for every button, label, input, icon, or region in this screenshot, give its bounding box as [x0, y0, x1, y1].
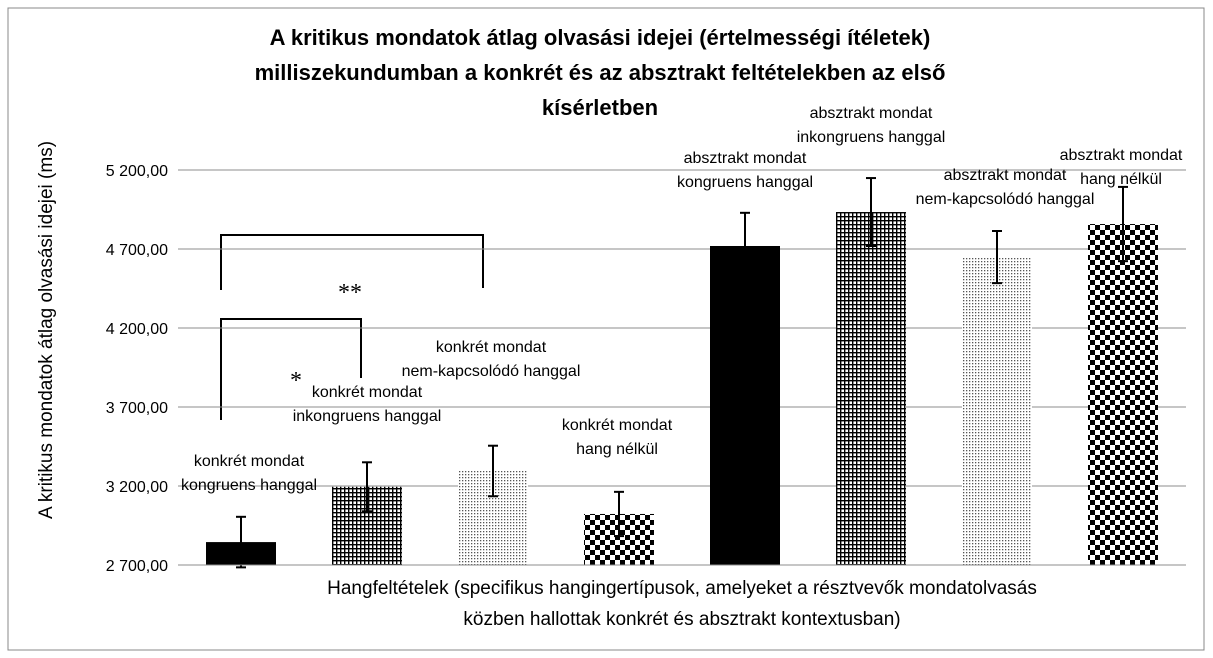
error-bar	[740, 211, 750, 281]
y-tick-label: 4 200,00	[106, 321, 168, 338]
error-bar	[236, 515, 246, 569]
y-tick-label: 3 700,00	[106, 400, 168, 417]
category-label: konkrét mondat kongruens hanggal	[181, 453, 317, 494]
annotation: **	[338, 280, 362, 306]
category-label: absztrakt mondat kongruens hanggal	[677, 150, 813, 191]
error-bar	[1118, 185, 1128, 263]
bracket	[220, 318, 362, 420]
category-label: konkrét mondat nem-kapcsolódó hanggal	[402, 339, 581, 380]
y-tick-label: 2 700,00	[106, 558, 168, 575]
error-bar	[866, 177, 876, 247]
error-bar	[362, 461, 372, 513]
error-bar	[614, 490, 624, 538]
y-tick-label: 3 200,00	[106, 479, 168, 496]
category-label: absztrakt mondat inkongruens hanggal	[797, 105, 946, 146]
category-label: konkrét mondat hang nélkül	[562, 417, 673, 458]
bar	[962, 257, 1032, 565]
category-label: absztrakt mondat hang nélkül	[1060, 147, 1183, 188]
category-label: konkrét mondat inkongruens hanggal	[293, 384, 442, 425]
chart-title: A kritikus mondatok átlag olvasási ideje…	[255, 25, 946, 120]
y-tick-label: 5 200,00	[106, 163, 168, 180]
bar	[1088, 224, 1158, 565]
y-axis-title: A kritikus mondatok átlag olvasási ideje…	[36, 141, 57, 519]
error-bar	[992, 229, 1002, 285]
bracket	[220, 234, 484, 290]
bar	[836, 212, 906, 565]
annotation: *	[290, 368, 302, 394]
category-label: absztrakt mondat nem-kapcsolódó hanggal	[916, 167, 1095, 208]
bar	[710, 245, 780, 566]
x-axis-title: Hangfeltételek (specifikus hangingertípu…	[327, 578, 1037, 630]
error-bar	[488, 444, 498, 498]
y-tick-label: 4 700,00	[106, 242, 168, 259]
